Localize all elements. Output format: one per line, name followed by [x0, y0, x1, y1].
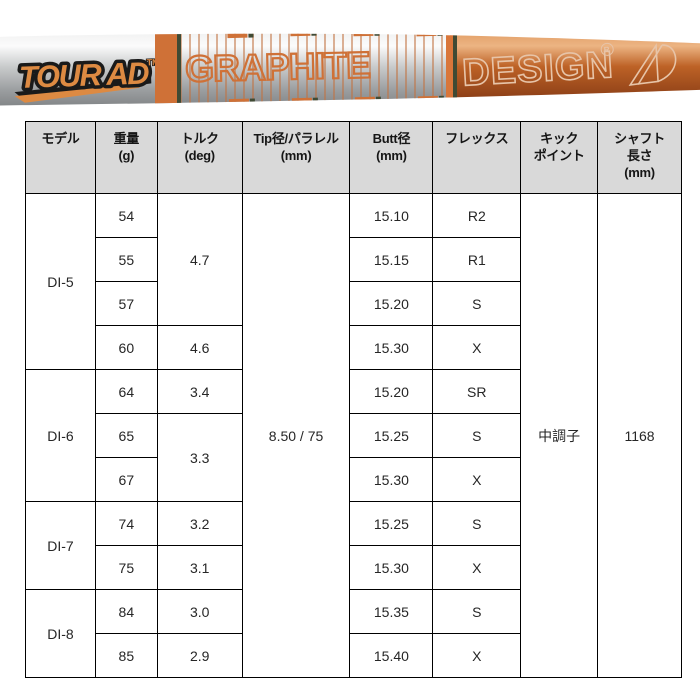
svg-text:R: R — [603, 45, 609, 54]
svg-text:TOUR AD: TOUR AD — [18, 55, 149, 95]
svg-text:GRAPHITE: GRAPHITE — [185, 44, 371, 89]
svg-text:DESIGN: DESIGN — [461, 44, 615, 94]
